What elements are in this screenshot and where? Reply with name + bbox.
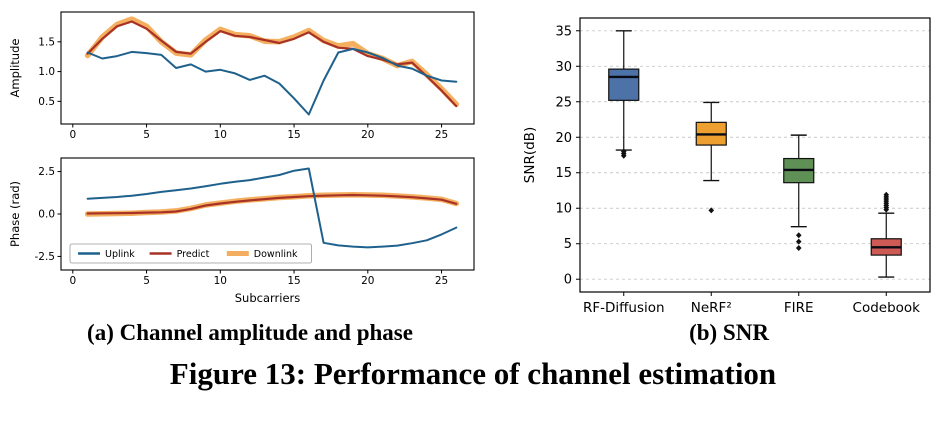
svg-text:0.0: 0.0 [38, 209, 55, 221]
svg-text:0: 0 [69, 275, 76, 287]
svg-text:0.5: 0.5 [38, 96, 55, 108]
svg-text:2.5: 2.5 [38, 166, 55, 178]
svg-text:10: 10 [214, 275, 227, 287]
svg-text:Predict: Predict [177, 249, 210, 260]
phase-chart: 0 5 10 15 20 25 -2.5 0.0 2.5 Phase (rad) Subcarrie… [8, 157, 475, 305]
svg-text:5: 5 [143, 275, 150, 287]
svg-text:20: 20 [555, 131, 572, 146]
svg-text:Downlink: Downlink [254, 249, 298, 260]
svg-text:25: 25 [555, 95, 572, 110]
svg-text:Uplink: Uplink [105, 249, 135, 260]
svg-text:30: 30 [555, 60, 572, 75]
svg-text:RF-Diffusion: RF-Diffusion [583, 300, 665, 316]
svg-text:5: 5 [564, 237, 572, 252]
svg-text:10: 10 [214, 129, 227, 141]
svg-text:1.5: 1.5 [38, 36, 55, 48]
svg-text:15: 15 [287, 129, 300, 141]
svg-text:Subcarriers: Subcarriers [235, 291, 301, 305]
caption-subfigure-b: (b) SNR [689, 320, 769, 345]
svg-text:20: 20 [361, 275, 374, 287]
svg-text:Phase (rad): Phase (rad) [8, 181, 22, 247]
figure-caption: Figure 13: Performance of channel estima… [169, 356, 777, 391]
amplitude-chart: 0 5 10 15 20 25 0.5 1.0 1.5 Amplitude [8, 11, 475, 141]
svg-text:5: 5 [143, 129, 150, 141]
caption-subfigure-a: (a) Channel amplitude and phase [87, 320, 413, 345]
svg-text:1.0: 1.0 [38, 66, 55, 78]
svg-text:-2.5: -2.5 [35, 251, 56, 263]
svg-text:15: 15 [287, 275, 300, 287]
svg-text:FIRE: FIRE [784, 300, 814, 316]
snr-boxplot: 0 5 10 15 20 25 30 35 SNR(dB) RF-Diffusion NeRF² FI… [522, 17, 931, 316]
svg-text:35: 35 [555, 24, 572, 39]
svg-text:SNR(dB): SNR(dB) [522, 127, 538, 183]
svg-text:0: 0 [564, 273, 572, 288]
svg-text:Codebook: Codebook [853, 300, 921, 316]
svg-text:10: 10 [555, 202, 572, 217]
svg-text:25: 25 [435, 129, 448, 141]
svg-text:Amplitude: Amplitude [8, 39, 22, 98]
svg-text:15: 15 [555, 166, 572, 181]
svg-text:20: 20 [361, 129, 374, 141]
svg-text:25: 25 [435, 275, 448, 287]
svg-text:NeRF²: NeRF² [691, 300, 732, 316]
svg-text:0: 0 [69, 129, 76, 141]
